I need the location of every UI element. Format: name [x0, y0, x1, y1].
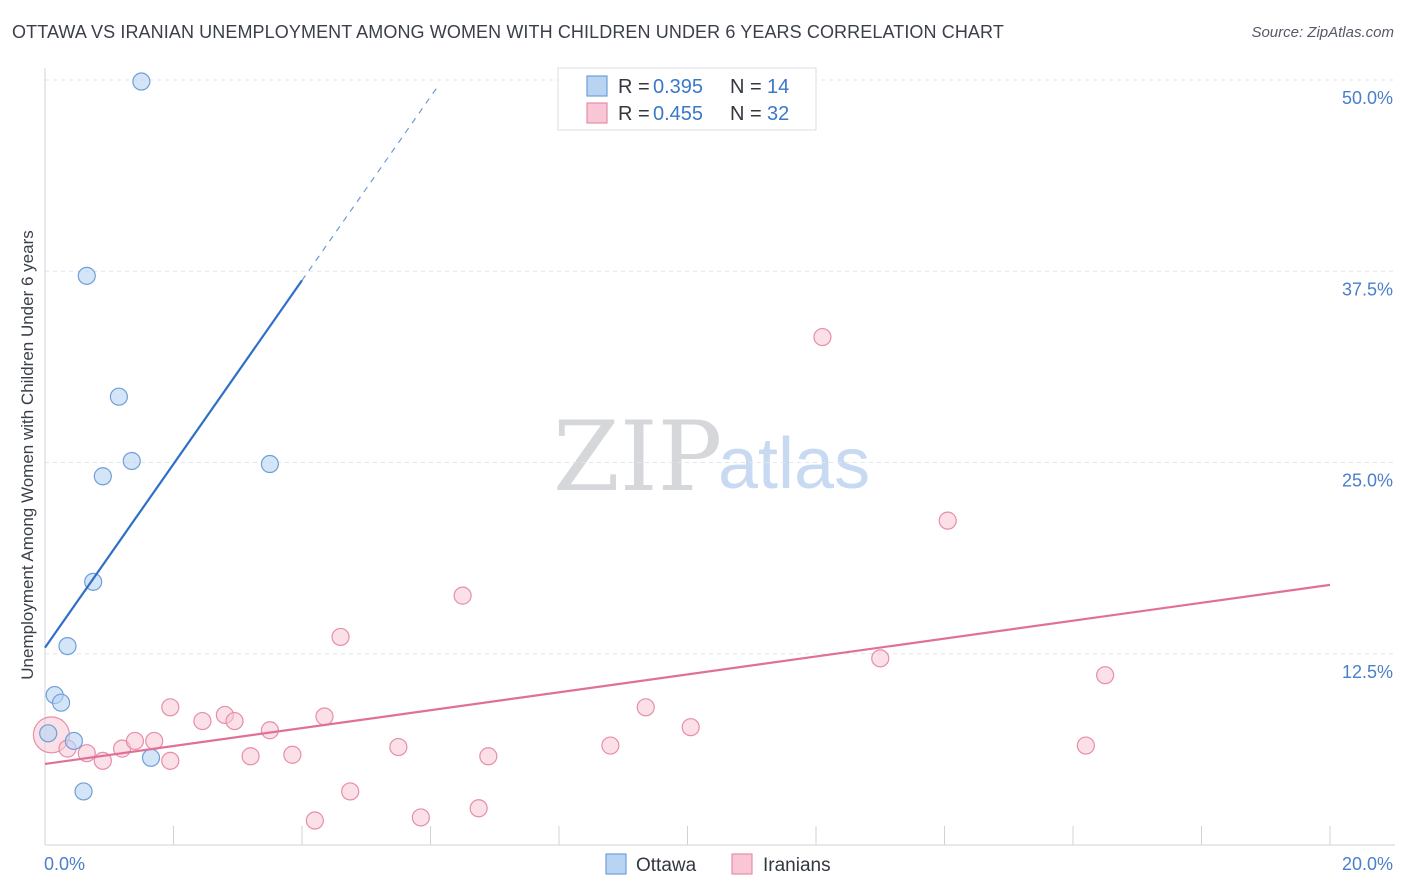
iranians-point	[125, 731, 145, 751]
x-tick-label-0: 0.0%	[44, 854, 85, 874]
ottawa-point	[77, 266, 96, 285]
legend-swatch-ottawa	[586, 75, 608, 97]
iranians-point	[938, 511, 957, 530]
bottom-legend-swatch-iranians	[731, 853, 753, 875]
watermark: ZIP atlas	[553, 401, 870, 513]
ottawa-point	[58, 636, 77, 656]
legend-n-value-ottawa: 14	[767, 76, 789, 98]
y-tick-label-2: 37.5%	[1342, 279, 1393, 299]
legend-swatch-iranians	[586, 102, 608, 124]
y-tick-label-1: 25.0%	[1342, 471, 1393, 491]
iranians-point	[161, 751, 180, 770]
ottawa-trend-line	[44, 279, 303, 649]
source-label: Source: ZipAtlas.com	[1251, 24, 1394, 41]
ottawa-point	[93, 467, 112, 486]
iranians-point	[453, 586, 472, 605]
trend-lines	[44, 87, 1331, 765]
ottawa-point	[64, 731, 84, 751]
bottom-legend-label-iranians: Iranians	[763, 855, 831, 876]
iranians-point	[389, 737, 408, 757]
legend: R = 0.395 N = 14 R = 0.455 N = 32	[557, 67, 817, 131]
iranians-point	[315, 707, 334, 726]
y-axis-label: Unemployment Among Women with Children U…	[18, 230, 37, 679]
iranians-point	[1096, 666, 1115, 685]
axes	[44, 68, 1395, 846]
y-tick-label-3: 50.0%	[1342, 88, 1393, 108]
bottom-legend-swatch-ottawa	[605, 853, 627, 875]
iranians-point	[411, 808, 430, 827]
ottawa-point	[141, 748, 161, 767]
ottawa-point	[132, 72, 151, 91]
iranians-trend-line	[44, 583, 1331, 765]
legend-r-value-ottawa: 0.395	[653, 76, 703, 98]
series-ottawa	[39, 72, 279, 801]
iranians-point	[283, 745, 302, 764]
ottawa-point	[51, 693, 71, 712]
ottawa-trend-extension	[301, 87, 438, 281]
ottawa-point	[109, 387, 128, 406]
iranians-point	[193, 711, 212, 731]
iranians-point	[341, 782, 360, 801]
iranians-point	[479, 747, 498, 766]
ottawa-point	[39, 724, 58, 743]
iranians-point	[1076, 736, 1095, 755]
iranians-point	[636, 698, 655, 717]
ottawa-point	[260, 454, 279, 474]
iranians-point	[601, 736, 620, 755]
iranians-point	[331, 627, 350, 647]
y-tick-label-0: 12.5%	[1342, 662, 1393, 682]
bottom-legend: Ottawa Iranians	[605, 853, 831, 876]
watermark-zip: ZIP	[553, 401, 722, 513]
legend-n-label-ottawa: N =	[730, 76, 762, 98]
iranians-point	[305, 811, 324, 830]
chart-title: OTTAWA VS IRANIAN UNEMPLOYMENT AMONG WOM…	[12, 22, 1004, 42]
legend-r-label-iranians: R =	[618, 103, 650, 125]
legend-n-value-iranians: 32	[767, 103, 789, 125]
x-tick-label-1: 20.0%	[1342, 854, 1393, 874]
iranians-point	[469, 799, 488, 818]
iranians-point	[813, 327, 832, 347]
bottom-legend-label-ottawa: Ottawa	[636, 855, 697, 876]
legend-n-label-iranians: N =	[730, 103, 762, 125]
ottawa-point	[74, 782, 93, 801]
watermark-atlas: atlas	[718, 424, 870, 504]
legend-r-label-ottawa: R =	[618, 76, 650, 98]
iranians-point	[871, 649, 890, 668]
iranians-point	[225, 711, 244, 731]
iranians-point	[681, 718, 700, 737]
iranians-point	[241, 747, 260, 766]
series-iranians	[32, 327, 1115, 830]
iranians-point	[260, 721, 279, 740]
grid-lines	[45, 79, 1395, 655]
legend-r-value-iranians: 0.455	[653, 103, 703, 125]
ottawa-point	[122, 451, 141, 471]
tick-labels: 12.5% 25.0% 37.5% 50.0% 0.0% 20.0%	[44, 88, 1393, 874]
iranians-point	[161, 698, 180, 717]
